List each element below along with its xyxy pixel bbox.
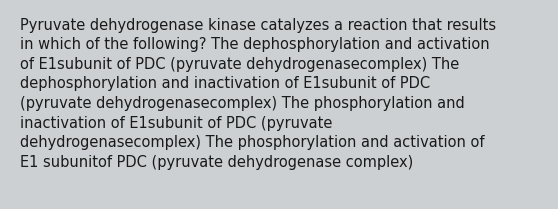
Text: Pyruvate dehydrogenase kinase catalyzes a reaction that results
in which of the : Pyruvate dehydrogenase kinase catalyzes … xyxy=(20,18,496,170)
